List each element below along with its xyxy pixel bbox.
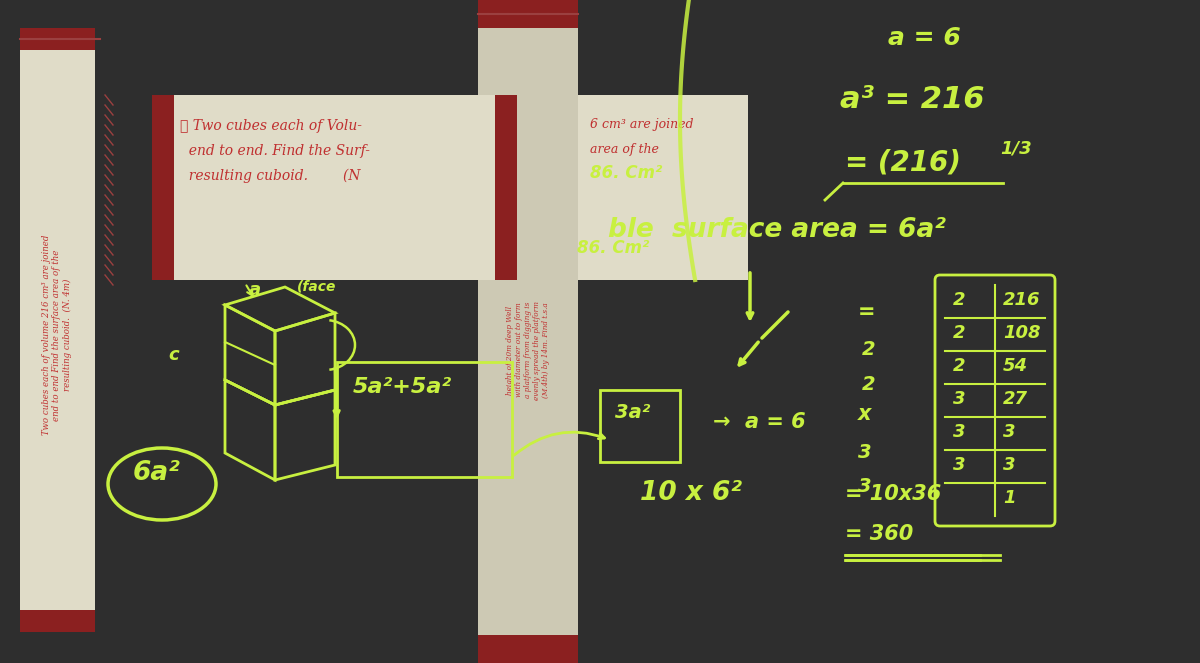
- Text: 10 x 6²: 10 x 6²: [640, 480, 742, 506]
- Text: = (216): = (216): [845, 148, 961, 176]
- Bar: [478, 635, 578, 663]
- Bar: [152, 95, 174, 280]
- Text: 216: 216: [1003, 292, 1040, 310]
- Bar: [496, 95, 517, 280]
- Text: (face: (face: [298, 279, 336, 293]
- Text: a³ = 216: a³ = 216: [840, 85, 984, 114]
- Bar: [478, 0, 578, 28]
- Text: 2: 2: [862, 340, 876, 359]
- Text: 3: 3: [858, 443, 871, 462]
- Text: 86. Cm²: 86. Cm²: [590, 164, 662, 182]
- Text: 3: 3: [953, 391, 966, 408]
- Text: 2: 2: [862, 375, 876, 394]
- Text: 3: 3: [858, 477, 871, 496]
- Bar: [578, 95, 748, 280]
- Text: 54: 54: [1003, 357, 1028, 375]
- Text: c: c: [168, 346, 179, 364]
- Text: 6 cm³ are joined: 6 cm³ are joined: [590, 118, 694, 131]
- Bar: [20, 28, 95, 632]
- Text: a: a: [250, 281, 262, 299]
- Text: = 10x36: = 10x36: [845, 484, 941, 504]
- Text: ① Two cubes each of Volu-: ① Two cubes each of Volu-: [180, 119, 362, 133]
- Text: 2: 2: [953, 324, 966, 343]
- Text: resulting cuboid.        (N: resulting cuboid. (N: [180, 168, 360, 183]
- Text: 2: 2: [953, 292, 966, 310]
- Text: 1: 1: [1003, 489, 1015, 507]
- Text: 86. Cm²: 86. Cm²: [577, 239, 649, 257]
- Text: 3: 3: [953, 424, 966, 442]
- Bar: [337, 362, 512, 477]
- Text: 3a²: 3a²: [616, 403, 650, 422]
- Text: →  a = 6: → a = 6: [713, 412, 805, 432]
- Text: 27: 27: [1003, 391, 1028, 408]
- Text: = 360: = 360: [845, 524, 913, 544]
- Text: a = 6: a = 6: [888, 26, 961, 50]
- Text: 2: 2: [953, 357, 966, 375]
- Bar: [600, 390, 680, 462]
- Bar: [20, 610, 95, 632]
- Bar: [152, 95, 517, 280]
- Text: height of 20m deep Well
with diameter out to form
a platform from digging is
eve: height of 20m deep Well with diameter ou…: [505, 300, 551, 400]
- Text: 108: 108: [1003, 324, 1040, 343]
- Bar: [20, 28, 95, 50]
- Bar: [478, 0, 578, 663]
- Text: 5a²+5a²: 5a²+5a²: [353, 377, 452, 397]
- Text: 1/3: 1/3: [1000, 139, 1032, 157]
- Text: 6a²: 6a²: [133, 460, 181, 486]
- Text: 3: 3: [1003, 424, 1015, 442]
- Text: 3: 3: [1003, 456, 1015, 475]
- Text: 3: 3: [953, 456, 966, 475]
- Text: ble  surface area = 6a²: ble surface area = 6a²: [608, 217, 946, 243]
- Text: end to end. Find the Surf-: end to end. Find the Surf-: [180, 144, 370, 158]
- Text: =: =: [858, 302, 876, 322]
- Text: Two cubes each of volume 216 cm³ are joined
end to end Find the surface area of : Two cubes each of volume 216 cm³ are joi…: [42, 235, 72, 435]
- Text: area of the: area of the: [590, 143, 659, 156]
- Text: x: x: [858, 404, 871, 424]
